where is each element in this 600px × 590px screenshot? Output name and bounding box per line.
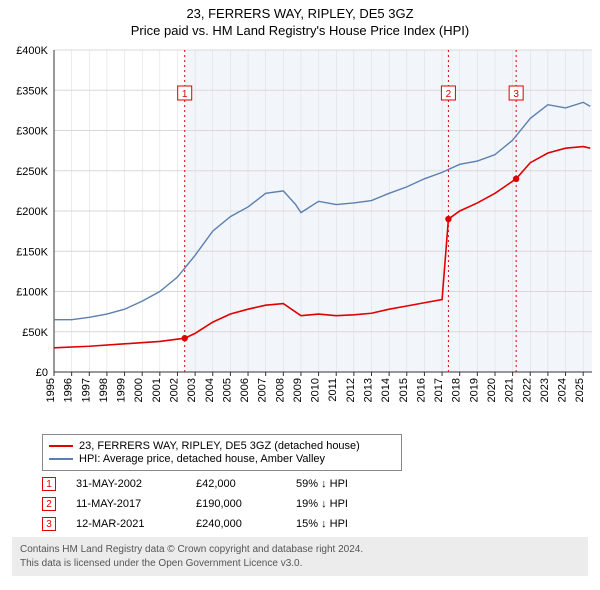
event-row: 3 12-MAR-2021 £240,000 15% ↓ HPI: [42, 517, 588, 531]
svg-text:3: 3: [513, 89, 519, 100]
svg-text:2019: 2019: [468, 378, 480, 402]
svg-text:1999: 1999: [116, 378, 128, 402]
event-number-box: 3: [42, 517, 56, 531]
legend-label: HPI: Average price, detached house, Ambe…: [79, 453, 325, 465]
svg-text:2020: 2020: [486, 378, 498, 402]
svg-text:1998: 1998: [98, 378, 110, 402]
svg-text:£300K: £300K: [16, 126, 48, 138]
title-address: 23, FERRERS WAY, RIPLEY, DE5 3GZ: [0, 6, 600, 21]
event-delta: 59% ↓ HPI: [296, 478, 386, 490]
event-price: £240,000: [196, 518, 276, 530]
event-table: 1 31-MAY-2002 £42,000 59% ↓ HPI 2 11-MAY-2017…: [42, 477, 588, 531]
event-number-box: 1: [42, 477, 56, 491]
event-date: 11-MAY-2017: [76, 498, 176, 510]
event-row: 1 31-MAY-2002 £42,000 59% ↓ HPI: [42, 477, 588, 491]
legend-swatch: [49, 445, 73, 447]
event-number-box: 2: [42, 497, 56, 511]
event-row: 2 11-MAY-2017 £190,000 19% ↓ HPI: [42, 497, 588, 511]
svg-text:2023: 2023: [539, 378, 551, 402]
svg-text:1: 1: [182, 89, 188, 100]
svg-text:2014: 2014: [380, 378, 392, 402]
svg-text:1996: 1996: [63, 378, 75, 402]
svg-text:£50K: £50K: [22, 327, 48, 339]
legend-swatch: [49, 458, 73, 460]
svg-text:2021: 2021: [504, 378, 516, 402]
chart-area: £0 £50K £100K £150K £200K £250K £300K £350K £400…: [0, 40, 600, 430]
svg-text:2018: 2018: [451, 378, 463, 402]
attribution-footer: Contains HM Land Registry data © Crown c…: [12, 537, 588, 576]
legend-label: 23, FERRERS WAY, RIPLEY, DE5 3GZ (detach…: [79, 440, 360, 452]
title-subtitle: Price paid vs. HM Land Registry's House …: [0, 23, 600, 38]
svg-text:2008: 2008: [274, 378, 286, 402]
svg-text:2010: 2010: [310, 378, 322, 402]
legend-item: 23, FERRERS WAY, RIPLEY, DE5 3GZ (detach…: [49, 440, 395, 452]
svg-text:2024: 2024: [557, 378, 569, 402]
svg-text:2002: 2002: [168, 378, 180, 402]
legend: 23, FERRERS WAY, RIPLEY, DE5 3GZ (detach…: [42, 434, 402, 471]
svg-text:£250K: £250K: [16, 166, 48, 178]
svg-text:£150K: £150K: [16, 246, 48, 258]
svg-text:£200K: £200K: [16, 206, 48, 218]
svg-text:2003: 2003: [186, 378, 198, 402]
line-chart: £0 £50K £100K £150K £200K £250K £300K £350K £400…: [0, 40, 600, 430]
svg-text:2004: 2004: [204, 378, 216, 402]
svg-text:2016: 2016: [415, 378, 427, 402]
svg-text:1997: 1997: [80, 378, 92, 402]
svg-text:2005: 2005: [221, 378, 233, 402]
svg-text:£0: £0: [36, 367, 48, 379]
chart-title: 23, FERRERS WAY, RIPLEY, DE5 3GZ Price p…: [0, 0, 600, 40]
svg-text:2000: 2000: [133, 378, 145, 402]
svg-text:2009: 2009: [292, 378, 304, 402]
event-delta: 19% ↓ HPI: [296, 498, 386, 510]
svg-text:2: 2: [446, 89, 452, 100]
event-price: £190,000: [196, 498, 276, 510]
svg-text:2011: 2011: [327, 378, 339, 402]
svg-text:£400K: £400K: [16, 45, 48, 57]
svg-text:£100K: £100K: [16, 287, 48, 299]
svg-text:2017: 2017: [433, 378, 445, 402]
svg-text:2007: 2007: [257, 378, 269, 402]
legend-item: HPI: Average price, detached house, Ambe…: [49, 453, 395, 465]
svg-text:2025: 2025: [574, 378, 586, 402]
event-date: 12-MAR-2021: [76, 518, 176, 530]
svg-text:2006: 2006: [239, 378, 251, 402]
footer-line2: This data is licensed under the Open Gov…: [20, 557, 580, 571]
footer-line1: Contains HM Land Registry data © Crown c…: [20, 543, 580, 557]
event-date: 31-MAY-2002: [76, 478, 176, 490]
event-delta: 15% ↓ HPI: [296, 518, 386, 530]
svg-text:2022: 2022: [521, 378, 533, 402]
svg-text:£350K: £350K: [16, 85, 48, 97]
event-price: £42,000: [196, 478, 276, 490]
svg-text:2001: 2001: [151, 378, 163, 402]
svg-text:2013: 2013: [363, 378, 375, 402]
svg-text:2015: 2015: [398, 378, 410, 402]
svg-text:2012: 2012: [345, 378, 357, 402]
svg-text:1995: 1995: [45, 378, 57, 402]
